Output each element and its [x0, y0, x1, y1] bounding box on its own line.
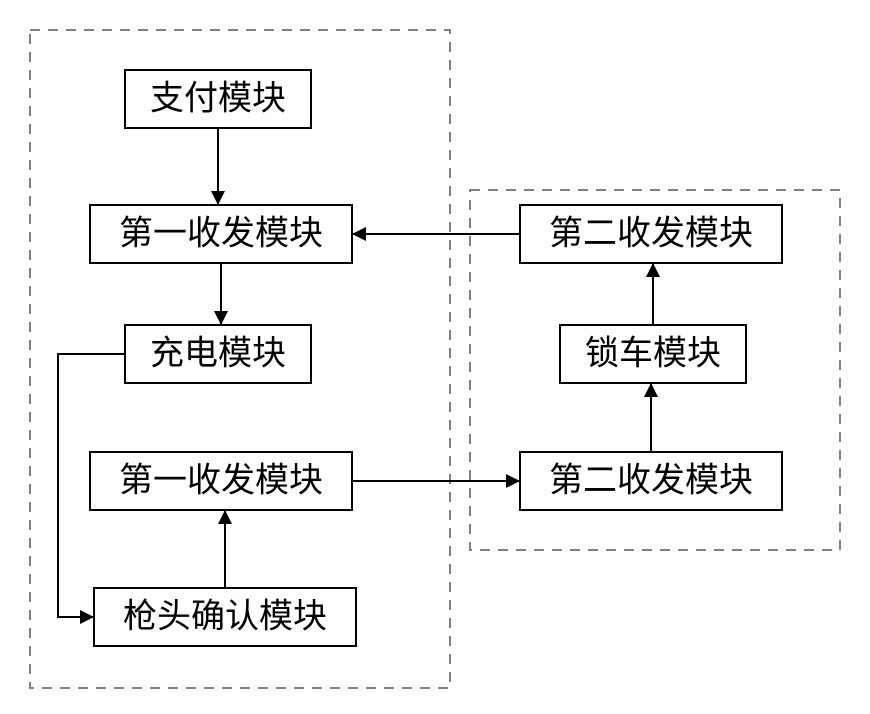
- node-label: 第一收发模块: [119, 462, 323, 500]
- edge-pay-tx1a-head: [211, 191, 225, 205]
- node-tx1b: 第一收发模块: [90, 452, 352, 510]
- node-label: 充电模块: [150, 335, 286, 373]
- node-tx2b: 第二收发模块: [520, 452, 782, 510]
- node-pay: 支付模块: [125, 70, 311, 128]
- node-confirm: 枪头确认模块: [94, 588, 356, 646]
- edge-charge-confirm: [58, 354, 125, 617]
- edge-tx2a-tx1a-head: [352, 227, 366, 241]
- edge-charge-confirm-head: [80, 610, 94, 624]
- edge-lock-tx2a-head: [646, 263, 660, 277]
- edge-tx1a-charge-head: [214, 311, 228, 325]
- node-lock: 锁车模块: [560, 325, 746, 383]
- node-label: 锁车模块: [585, 335, 721, 373]
- node-label: 第一收发模块: [119, 215, 323, 253]
- node-label: 枪头确认模块: [123, 598, 327, 636]
- edge-tx2b-lock-head: [644, 383, 658, 397]
- node-label: 支付模块: [150, 80, 286, 118]
- edge-confirm-tx1b-head: [218, 510, 232, 524]
- edge-tx1b-tx2b-head: [506, 474, 520, 488]
- node-tx2a: 第二收发模块: [520, 205, 782, 263]
- node-charge: 充电模块: [125, 325, 311, 383]
- node-label: 第二收发模块: [549, 462, 753, 500]
- node-label: 第二收发模块: [549, 215, 753, 253]
- diagram-canvas: 支付模块第一收发模块充电模块第一收发模块枪头确认模块第二收发模块锁车模块第二收发…: [0, 0, 870, 714]
- node-tx1a: 第一收发模块: [90, 205, 352, 263]
